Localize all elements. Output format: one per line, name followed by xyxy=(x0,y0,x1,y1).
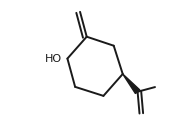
Polygon shape xyxy=(123,74,140,94)
Text: HO: HO xyxy=(45,54,62,64)
